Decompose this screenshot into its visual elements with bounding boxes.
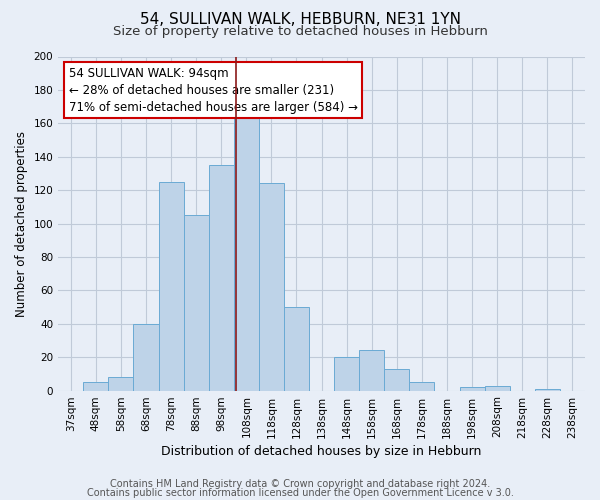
Text: 54, SULLIVAN WALK, HEBBURN, NE31 1YN: 54, SULLIVAN WALK, HEBBURN, NE31 1YN bbox=[139, 12, 461, 28]
Bar bbox=[359, 350, 385, 391]
Text: 54 SULLIVAN WALK: 94sqm
← 28% of detached houses are smaller (231)
71% of semi-d: 54 SULLIVAN WALK: 94sqm ← 28% of detache… bbox=[69, 66, 358, 114]
Bar bbox=[460, 387, 485, 390]
Y-axis label: Number of detached properties: Number of detached properties bbox=[15, 130, 28, 316]
Bar bbox=[259, 184, 284, 390]
Bar bbox=[334, 357, 359, 390]
Bar bbox=[184, 215, 209, 390]
Text: Contains public sector information licensed under the Open Government Licence v : Contains public sector information licen… bbox=[86, 488, 514, 498]
Bar bbox=[133, 324, 158, 390]
Text: Contains HM Land Registry data © Crown copyright and database right 2024.: Contains HM Land Registry data © Crown c… bbox=[110, 479, 490, 489]
Text: Size of property relative to detached houses in Hebburn: Size of property relative to detached ho… bbox=[113, 25, 487, 38]
Bar bbox=[209, 165, 234, 390]
Bar bbox=[109, 377, 133, 390]
Bar bbox=[409, 382, 434, 390]
Bar bbox=[535, 389, 560, 390]
X-axis label: Distribution of detached houses by size in Hebburn: Distribution of detached houses by size … bbox=[161, 444, 482, 458]
Bar bbox=[83, 382, 109, 390]
Bar bbox=[385, 369, 409, 390]
Bar bbox=[158, 182, 184, 390]
Bar bbox=[234, 112, 259, 390]
Bar bbox=[284, 307, 309, 390]
Bar bbox=[485, 386, 510, 390]
